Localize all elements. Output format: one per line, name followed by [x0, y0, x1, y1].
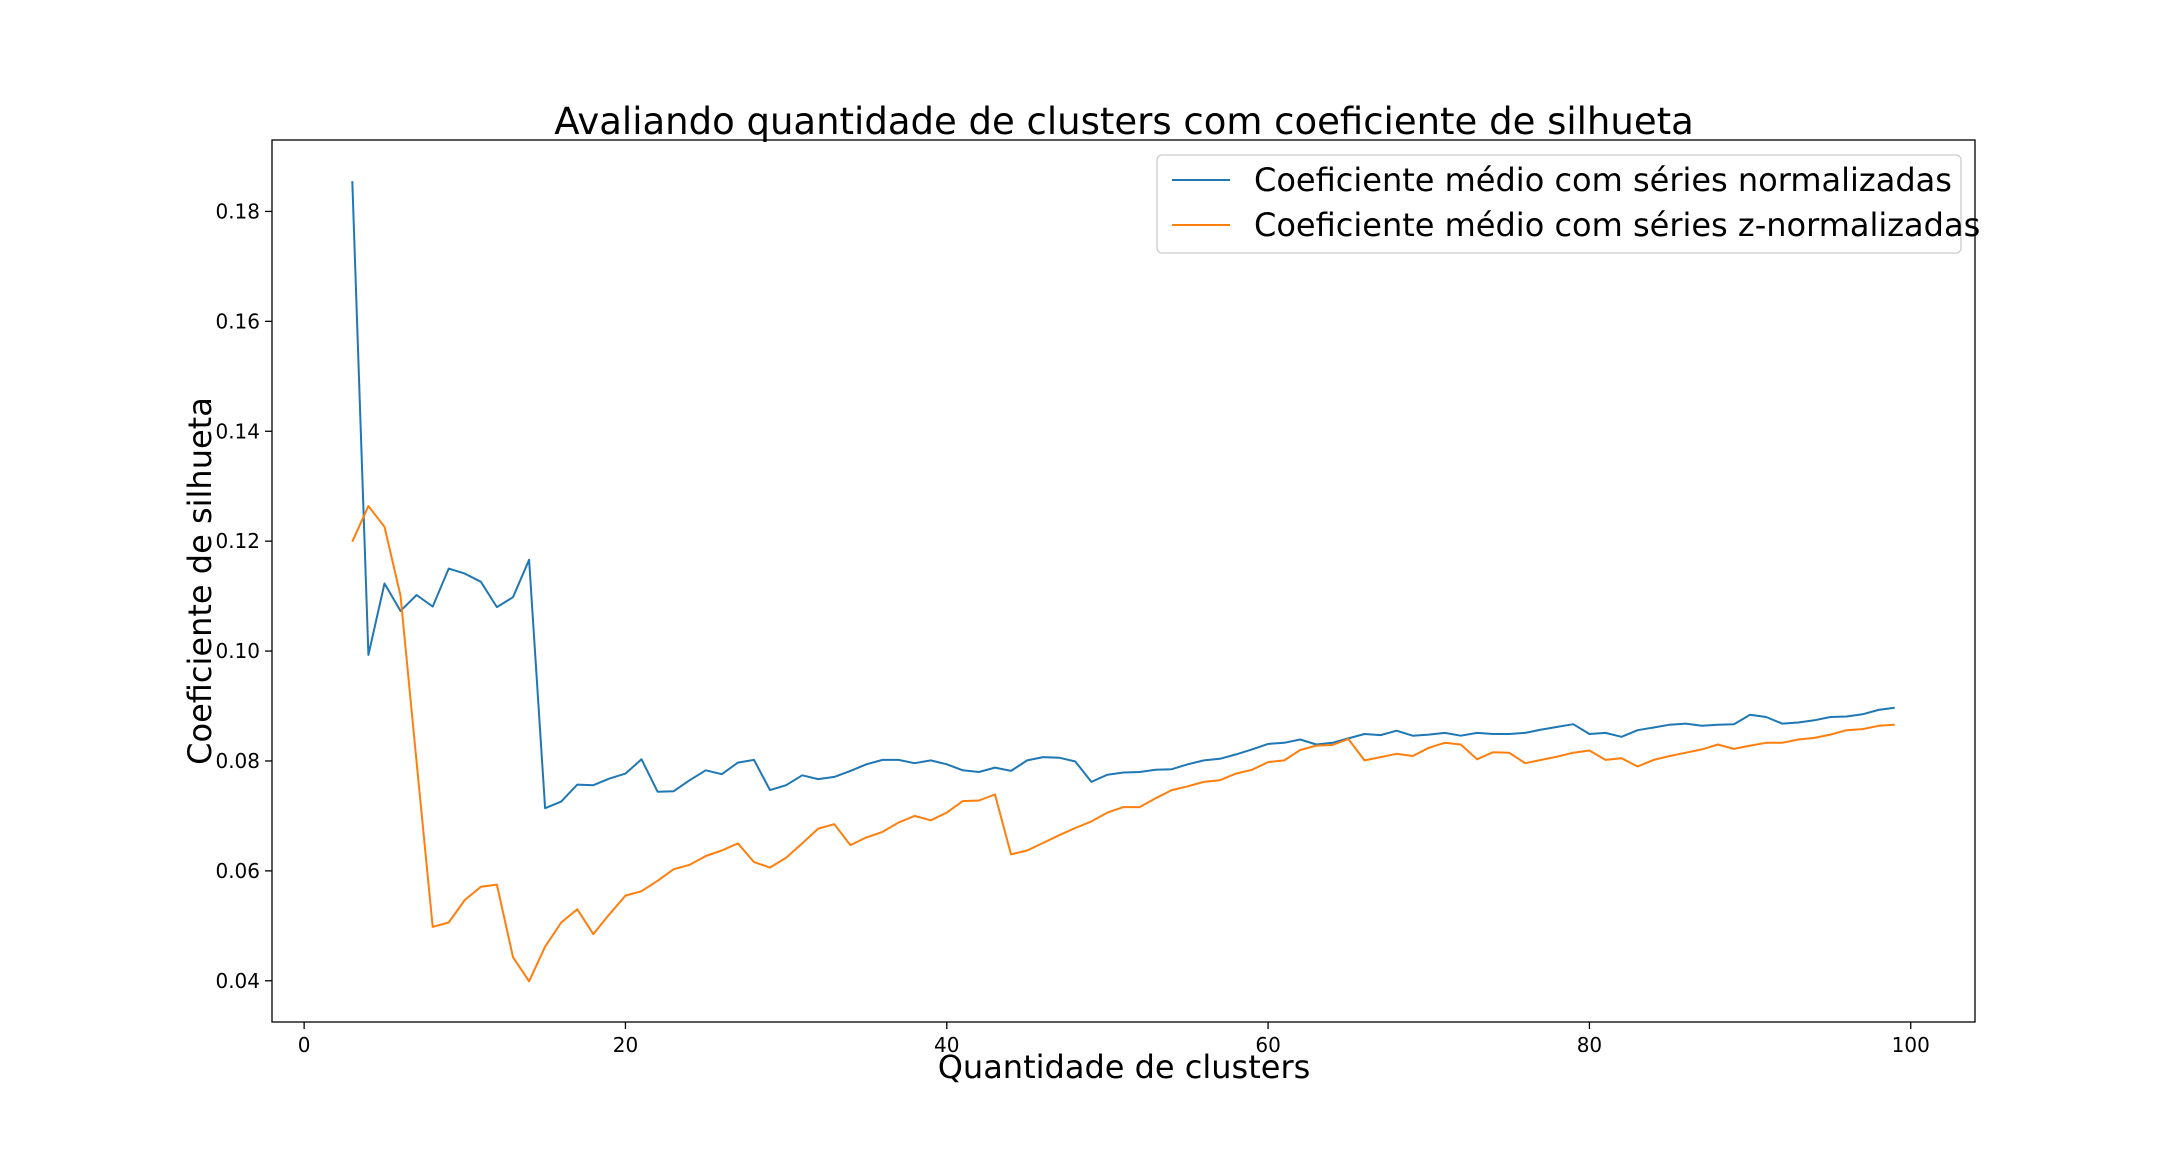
- x-tick-label: 0: [298, 1033, 311, 1057]
- y-axis-ticks: 0.04 0.06 0.08 0.10 0.12 0.14 0.16 0.18: [215, 199, 272, 993]
- x-axis-ticks: 0 20 40 60 80 100: [298, 1022, 1930, 1057]
- x-tick-label: 100: [1892, 1033, 1930, 1057]
- plot-area: [351, 181, 1895, 983]
- x-tick-label: 60: [1255, 1033, 1280, 1057]
- y-tick-label: 0.16: [215, 309, 260, 333]
- legend: Coeficiente médio com séries normalizada…: [1156, 154, 1980, 254]
- axes-frame: [271, 139, 1976, 1023]
- legend-label-normalizadas: Coeficiente médio com séries normalizada…: [1254, 161, 1952, 199]
- y-tick-label: 0.12: [215, 529, 260, 553]
- y-tick-label: 0.10: [215, 639, 260, 663]
- chart-title: Avaliando quantidade de clusters com coe…: [554, 100, 1694, 143]
- legend-label-z-normalizadas: Coeficiente médio com séries z-normaliza…: [1254, 206, 1980, 244]
- y-tick-label: 0.18: [215, 199, 260, 223]
- y-axis-label: Coeficiente de silhueta: [181, 397, 219, 765]
- series-line-normalizadas: [351, 181, 1895, 810]
- x-tick-label: 80: [1577, 1033, 1602, 1057]
- legend-box: [1156, 154, 1962, 254]
- x-axis-label: Quantidade de clusters: [938, 1048, 1311, 1086]
- x-tick-label: 40: [934, 1033, 959, 1057]
- y-tick-label: 0.04: [215, 969, 260, 993]
- x-tick-label: 20: [613, 1033, 638, 1057]
- series-line-z-normalizadas: [351, 505, 1895, 983]
- y-tick-label: 0.14: [215, 419, 260, 443]
- y-tick-label: 0.08: [215, 749, 260, 773]
- y-tick-label: 0.06: [215, 859, 260, 883]
